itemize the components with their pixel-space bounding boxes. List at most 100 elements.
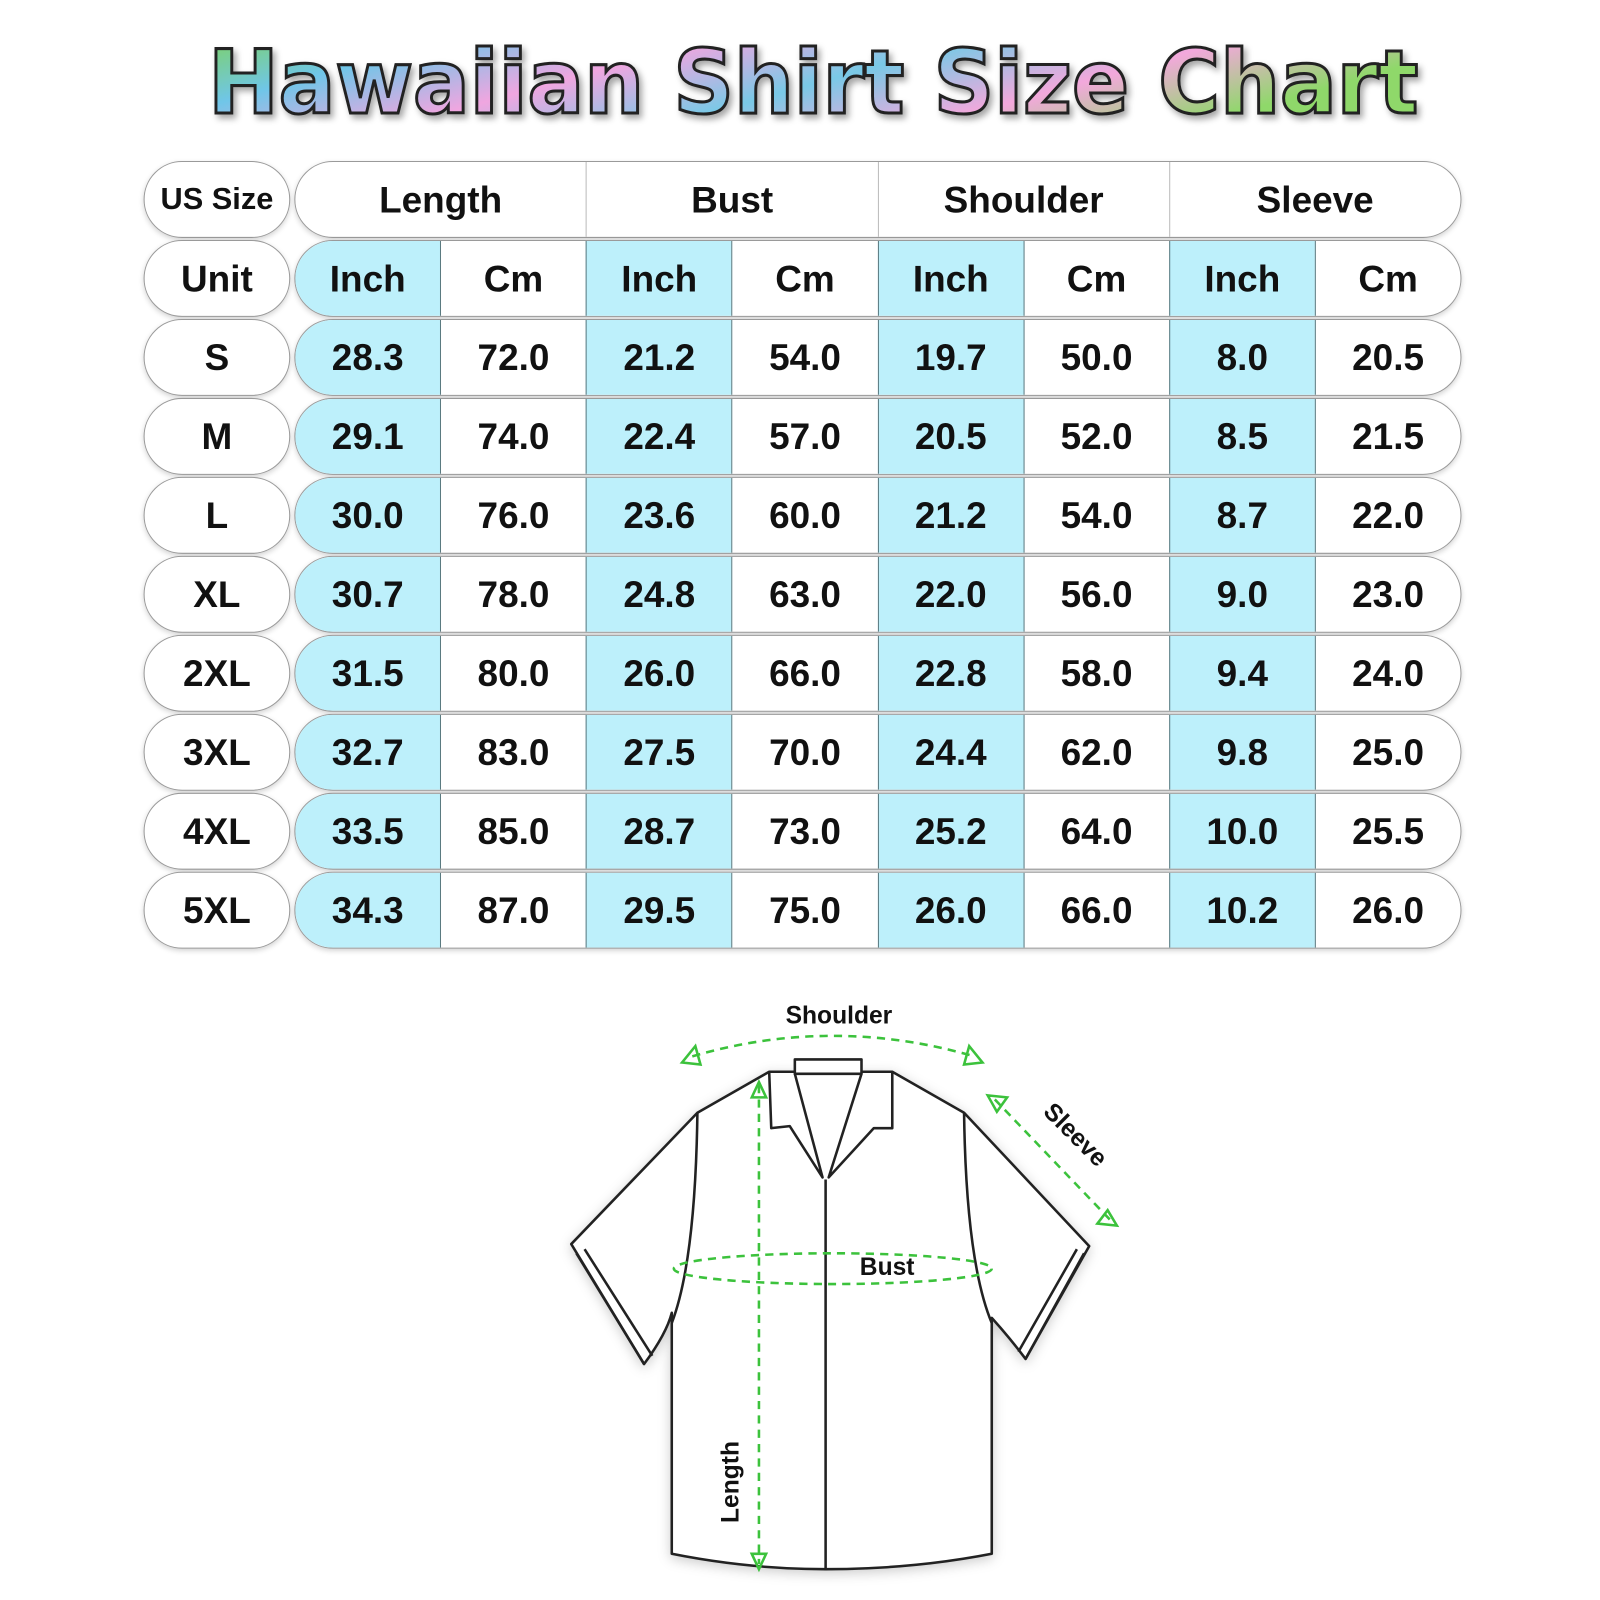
length-label: Length [717, 1441, 744, 1523]
size-label: 2XL [183, 651, 251, 694]
data-cells: 32.7 83.0 27.5 70.0 24.4 62.0 9.8 25.0 [294, 713, 1462, 791]
shoulder-label: Shoulder [786, 1003, 893, 1030]
table-row: 4XL 33.5 85.0 28.7 73.0 25.2 64.0 10.0 25.5 [143, 792, 1462, 872]
size-label: XL [193, 572, 241, 615]
size-cell: 2XL [143, 634, 291, 712]
size-cell: XL [143, 555, 291, 633]
value-cell: 64.0 [1023, 793, 1169, 869]
size-cell: Unit [143, 239, 291, 317]
data-cells: 28.3 72.0 21.2 54.0 19.7 50.0 8.0 20.5 [294, 318, 1462, 396]
value-cell: 80.0 [440, 635, 586, 711]
group-header: Bust [585, 162, 878, 237]
size-cell: US Size [143, 161, 291, 238]
size-label: M [201, 414, 233, 457]
data-cells: 34.3 87.0 29.5 75.0 26.0 66.0 10.2 26.0 [294, 871, 1462, 949]
size-label: 3XL [183, 730, 251, 773]
value-cell: 74.0 [440, 398, 586, 474]
size-cell: 5XL [143, 871, 291, 949]
size-cell: S [143, 318, 291, 396]
size-label: 4XL [183, 809, 251, 852]
data-cells: 30.7 78.0 24.8 63.0 22.0 56.0 9.0 23.0 [294, 555, 1462, 633]
value-cell: 31.5 [295, 635, 441, 711]
value-cell: 8.5 [1168, 398, 1315, 474]
unit-header: Cm [440, 241, 586, 316]
value-cell: 25.2 [877, 793, 1024, 869]
value-cell: 23.0 [1314, 556, 1461, 632]
value-cell: 20.5 [877, 398, 1024, 474]
size-label: L [205, 493, 229, 536]
value-cell: 62.0 [1023, 714, 1169, 790]
table-row: 2XL 31.5 80.0 26.0 66.0 22.8 58.0 9.4 24.0 [143, 634, 1462, 714]
value-cell: 10.2 [1168, 872, 1315, 948]
value-cell: 63.0 [731, 556, 878, 632]
value-cell: 25.5 [1314, 793, 1461, 869]
value-cell: 26.0 [1314, 872, 1461, 948]
header-row: US Size Length Bust Shoulder Sleeve [143, 161, 1462, 240]
value-cell: 29.1 [295, 398, 441, 474]
value-cell: 26.0 [585, 635, 732, 711]
value-cell: 23.6 [585, 477, 732, 553]
data-cells: Inch Cm Inch Cm Inch Cm Inch Cm [294, 239, 1462, 317]
group-header: Shoulder [877, 162, 1169, 237]
value-cell: 50.0 [1023, 319, 1169, 395]
table-row: XL 30.7 78.0 24.8 63.0 22.0 56.0 9.0 23.0 [143, 555, 1462, 635]
page-title: Hawaiian Shirt Size Chart [207, 29, 1420, 135]
unit-header: Inch [1168, 241, 1315, 316]
group-header: Length [379, 177, 503, 220]
value-cell: 73.0 [731, 793, 878, 869]
value-cell: 56.0 [1023, 556, 1169, 632]
size-label: S [204, 335, 230, 378]
value-cell: 78.0 [440, 556, 586, 632]
value-cell: 19.7 [877, 319, 1024, 395]
size-label: 5XL [183, 888, 251, 931]
table-row: M 29.1 74.0 22.4 57.0 20.5 52.0 8.5 21.5 [143, 397, 1462, 477]
unit-header: Inch [877, 241, 1024, 316]
value-cell: 22.4 [585, 398, 732, 474]
value-cell: 9.0 [1168, 556, 1315, 632]
shirt-outline [569, 1070, 1091, 1571]
value-cell: 52.0 [1023, 398, 1169, 474]
value-cell: 57.0 [731, 398, 878, 474]
value-cell: 30.0 [295, 477, 441, 553]
group-header: Sleeve [1168, 162, 1461, 237]
value-cell: 22.8 [877, 635, 1024, 711]
value-cell: 25.0 [1314, 714, 1461, 790]
value-cell: 24.4 [877, 714, 1024, 790]
value-cell: 22.0 [1314, 477, 1461, 553]
value-cell: 21.5 [1314, 398, 1461, 474]
size-cell: 3XL [143, 713, 291, 791]
value-cell: 34.3 [295, 872, 441, 948]
value-cell: 87.0 [440, 872, 586, 948]
value-cell: 33.5 [295, 793, 441, 869]
value-cell: 58.0 [1023, 635, 1169, 711]
unit-header: Cm [1023, 241, 1169, 316]
unit-header: Inch [295, 241, 441, 316]
bust-label: Bust [860, 1254, 915, 1281]
value-cell: 24.8 [585, 556, 732, 632]
value-cell: 27.5 [585, 714, 732, 790]
size-cell: M [143, 397, 291, 475]
size-label: US Size [160, 182, 274, 216]
title-text: Hawaiian Shirt Size Chart [208, 31, 1418, 134]
value-cell: 32.7 [295, 714, 441, 790]
unit-header: Inch [585, 241, 732, 316]
value-cell: 54.0 [1023, 477, 1169, 553]
value-cell: 83.0 [440, 714, 586, 790]
size-cell: 4XL [143, 792, 291, 870]
shoulder-measure-line [691, 1034, 975, 1058]
value-cell: 28.7 [585, 793, 732, 869]
size-label: Unit [181, 256, 253, 299]
value-cell: 54.0 [731, 319, 878, 395]
size-cell: L [143, 476, 291, 554]
unit-header: Cm [1314, 241, 1461, 316]
table-row: L 30.0 76.0 23.6 60.0 21.2 54.0 8.7 22.0 [143, 476, 1462, 556]
value-cell: 75.0 [731, 872, 878, 948]
value-cell: 60.0 [731, 477, 878, 553]
value-cell: 20.5 [1314, 319, 1461, 395]
value-cell: 21.2 [585, 319, 732, 395]
measure-lines [672, 1034, 1112, 1565]
value-cell: 66.0 [731, 635, 878, 711]
value-cell: 22.0 [877, 556, 1024, 632]
